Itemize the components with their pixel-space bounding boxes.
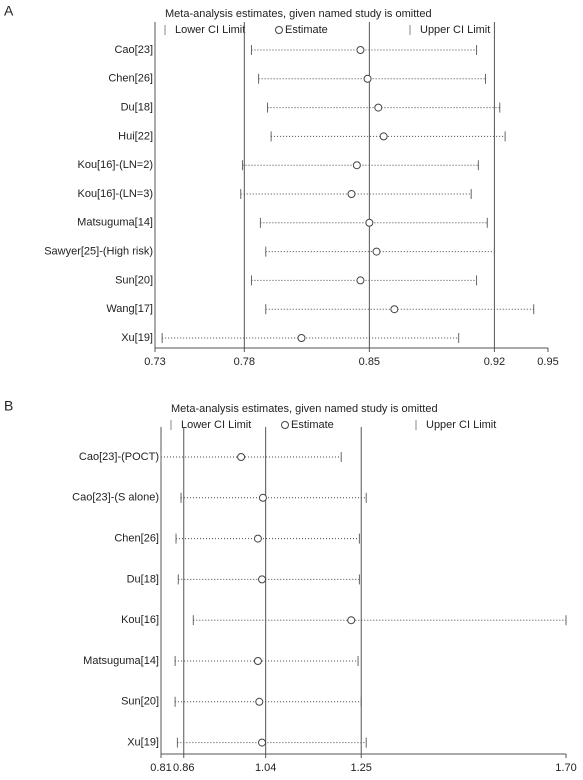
estimate [347, 190, 356, 198]
row-label: Hui[22] [118, 130, 153, 142]
x-tick-label: 1.25 [351, 762, 372, 774]
row-label: Wang[17] [106, 303, 153, 315]
x-tick-label: 0.73 [144, 356, 165, 368]
row-label: Kou[16] [121, 614, 159, 626]
estimate [365, 218, 374, 227]
x-tick-label: 0.78 [234, 356, 255, 368]
row-label: Matsuguma[14] [77, 217, 153, 229]
estimate [253, 657, 262, 665]
chart-title: Meta-analysis estimates, given named stu… [165, 8, 432, 20]
row-label: Cao[23]-(S alone) [72, 492, 159, 504]
legend-symbol [281, 421, 289, 429]
estimate [347, 616, 356, 625]
x-tick-label: 0.86 [173, 762, 194, 774]
estimate [356, 276, 365, 285]
row-label: Sawyer[25]-(High risk) [44, 246, 153, 258]
estimate [258, 575, 267, 584]
estimate [258, 493, 267, 502]
estimate [374, 103, 383, 112]
row-label: Kou[16]-(LN=2) [77, 159, 153, 171]
legend-label: Estimate [285, 24, 328, 36]
row-label: Cao[23]-(POCT) [79, 451, 159, 463]
estimate [352, 161, 361, 170]
x-tick-label: 1.04 [255, 762, 276, 774]
x-tick-label: 1.70 [555, 762, 576, 774]
row-label: Cao[23] [114, 44, 153, 56]
row-label: Chen[26] [114, 533, 159, 545]
row-label: Xu[19] [127, 737, 159, 749]
row-label: Matsuguma[14] [83, 655, 159, 667]
panel-label: B [4, 398, 13, 414]
estimate [390, 305, 399, 314]
estimate [258, 738, 267, 747]
legend-label: Upper CI Limit [426, 419, 496, 431]
row-label: Du[18] [127, 573, 159, 585]
legend-symbol [275, 26, 283, 34]
row-label: Chen[26] [108, 73, 153, 85]
estimate [372, 247, 381, 256]
legend-label: Upper CI Limit [420, 24, 490, 36]
x-tick-label: 0.92 [484, 356, 505, 368]
chart-title: Meta-analysis estimates, given named stu… [171, 403, 438, 415]
panel-label: A [4, 3, 14, 19]
legend-label: Lower CI Limit [181, 419, 251, 431]
row-label: Kou[16]-(LN=3) [77, 188, 153, 200]
x-tick-label: 0.95 [537, 356, 558, 368]
row-label: Du[18] [121, 102, 153, 114]
estimate [356, 46, 365, 54]
estimate [253, 534, 262, 543]
estimate [255, 697, 264, 706]
x-tick-label: 0.85 [359, 356, 380, 368]
row-label: Xu[19] [121, 332, 153, 344]
x-tick-label: 0.81 [150, 762, 171, 774]
row-label: Sun[20] [121, 696, 159, 708]
estimate [363, 74, 372, 83]
legend-label: Estimate [291, 419, 334, 431]
estimate [379, 132, 388, 141]
row-label: Sun[20] [115, 274, 153, 286]
estimate [237, 453, 246, 461]
legend-label: Lower CI Limit [175, 24, 245, 36]
estimate [297, 334, 306, 342]
